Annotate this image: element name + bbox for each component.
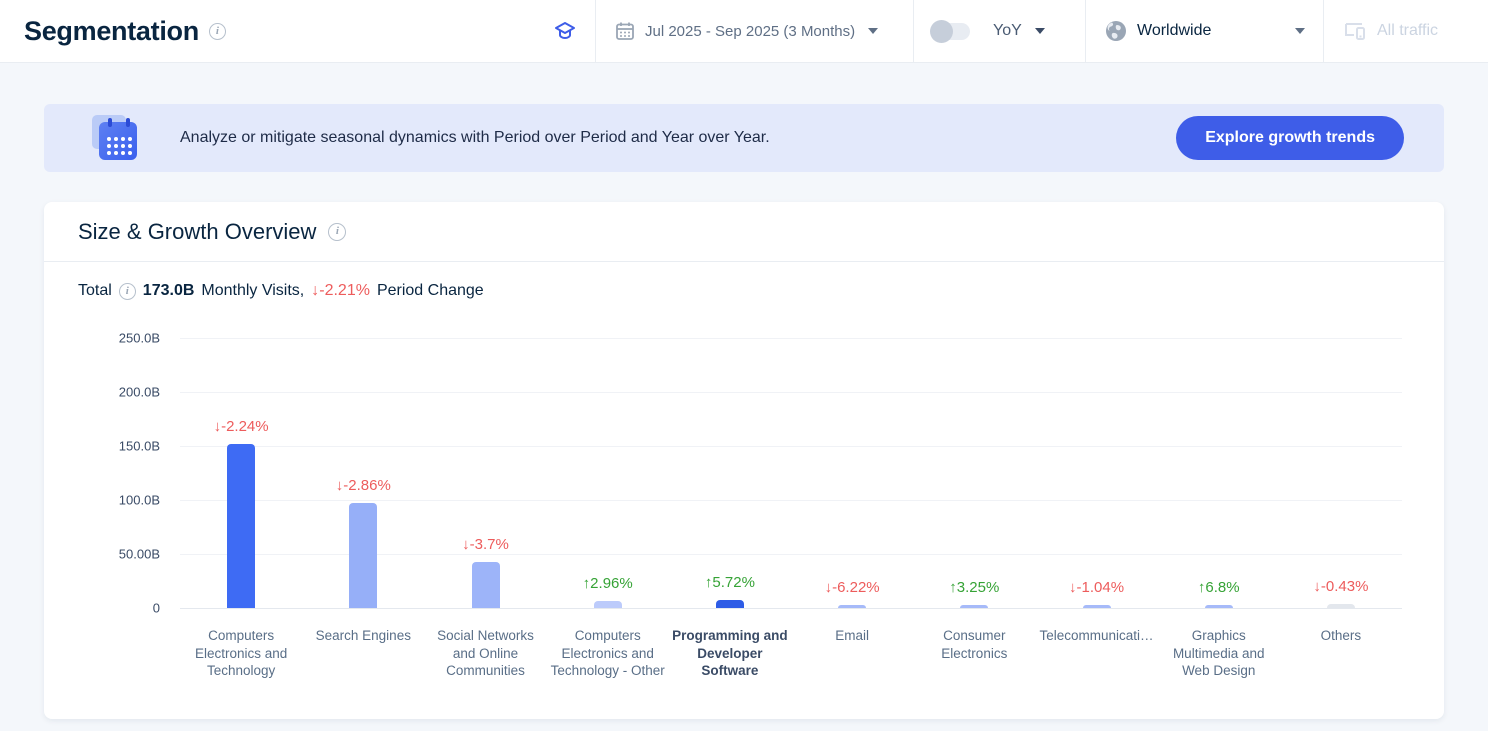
chart-column: ↓-2.86% Search Engines: [302, 338, 424, 643]
chevron-down-icon[interactable]: [1034, 28, 1045, 34]
growth-trends-banner: Analyze or mitigate seasonal dynamics wi…: [44, 104, 1444, 172]
x-axis-label[interactable]: Programming and Developer Software: [672, 628, 788, 678]
size-growth-bar-chart: 250.0B 200.0B 150.0B 100.0B 50.00B 0 ↓-2.24% C…: [78, 312, 1402, 692]
traffic-selector: All traffic: [1323, 0, 1488, 63]
title-info-icon[interactable]: i: [208, 22, 226, 40]
change-label: ↓-1.04%: [1069, 579, 1125, 596]
calendar-icon: [614, 20, 636, 42]
size-growth-card: Size & Growth Overview i Total i 173.0B …: [44, 202, 1444, 719]
bar-1[interactable]: [227, 444, 256, 608]
globe-icon: [1104, 19, 1128, 43]
y-tick-label: 50.00B: [118, 546, 160, 562]
plot-area: ↓-2.24% Computers Electronics and Technol…: [180, 338, 1402, 678]
y-tick-label: 0: [152, 600, 160, 616]
x-axis-label[interactable]: Computers Electronics and Technology - O…: [550, 628, 665, 678]
toggle-knob: [930, 19, 953, 43]
total-label: Total: [78, 282, 112, 299]
x-axis-label[interactable]: Social Networks and Online Communities: [437, 628, 534, 678]
gridline: [180, 446, 1402, 447]
chart-column: ↑3.25% Consumer Electronics: [913, 338, 1035, 661]
chart-column: ↓-0.43% Others: [1280, 338, 1402, 643]
title-wrap: Segmentation i: [0, 16, 226, 47]
y-tick-label: 150.0B: [118, 438, 160, 454]
chart-column: ↓-3.7% Social Networks and Online Communi…: [424, 338, 546, 678]
card-title: Size & Growth Overview: [78, 218, 317, 244]
chart-column: ↑2.96% Computers Electronics and Technolo…: [547, 338, 669, 678]
x-axis-label[interactable]: Email: [835, 628, 869, 643]
chevron-down-icon: [1295, 28, 1305, 34]
total-value: 173.0B: [142, 282, 195, 299]
date-range-picker[interactable]: Jul 2025 - Sep 2025 (3 Months): [595, 0, 913, 63]
gridline: [180, 608, 1402, 609]
y-tick-label: 100.0B: [118, 492, 160, 508]
bar-columns: ↓-2.24% Computers Electronics and Technol…: [180, 338, 1402, 678]
change-label: ↓-6.22%: [824, 579, 880, 596]
change-label: ↑3.25%: [949, 579, 1000, 596]
traffic-value: All traffic: [1377, 22, 1439, 39]
total-change-suffix: Period Change: [376, 282, 484, 299]
y-tick-label: 200.0B: [118, 384, 160, 400]
bar-8[interactable]: [1082, 605, 1111, 608]
card-info-icon[interactable]: i: [328, 222, 347, 241]
change-label: ↓-2.86%: [335, 477, 391, 494]
change-label: ↑5.72%: [704, 574, 755, 591]
devices-icon: [1342, 18, 1368, 44]
x-axis-label[interactable]: Search Engines: [315, 628, 411, 643]
chart-column: ↓-6.22% Email: [791, 338, 913, 643]
bar-10[interactable]: [1326, 604, 1355, 608]
x-axis-label[interactable]: Others: [1320, 628, 1362, 643]
chart-column: ↓-2.24% Computers Electronics and Technol…: [180, 338, 302, 678]
gridline: [180, 554, 1402, 555]
card-header: Size & Growth Overview i: [44, 202, 1444, 262]
bar-6[interactable]: [838, 605, 867, 608]
y-tick-label: 250.0B: [118, 330, 160, 346]
x-axis-label[interactable]: Telecommunicati…: [1039, 628, 1154, 643]
geo-selector[interactable]: Worldwide: [1085, 0, 1323, 63]
calendar-illustration-icon: [92, 115, 138, 161]
geo-value: Worldwide: [1137, 22, 1212, 39]
y-axis: 250.0B 200.0B 150.0B 100.0B 50.00B 0: [78, 331, 170, 616]
chart-column: ↑6.8% Graphics Multimedia and Web Design: [1158, 338, 1280, 678]
top-header: Segmentation i: [0, 0, 1488, 63]
bar-3[interactable]: [471, 562, 500, 608]
x-axis-label[interactable]: Computers Electronics and Technology: [194, 628, 288, 678]
chevron-down-icon: [868, 28, 879, 34]
change-label: ↑6.8%: [1197, 579, 1240, 596]
chart-column: ↑5.72% Programming and Developer Software: [669, 338, 791, 678]
yoy-toggle[interactable]: [930, 19, 970, 43]
x-axis-label[interactable]: Consumer Electronics: [941, 628, 1008, 661]
bar-4[interactable]: [593, 601, 622, 608]
x-axis-label[interactable]: Graphics Multimedia and Web Design: [1172, 628, 1265, 678]
change-label: ↑2.96%: [582, 575, 633, 592]
total-suffix: Monthly Visits,: [201, 282, 305, 299]
comparison-label[interactable]: YoY: [993, 22, 1022, 39]
explore-growth-trends-button[interactable]: Explore growth trends: [1176, 116, 1404, 160]
bar-5[interactable]: [715, 600, 744, 608]
page-title: Segmentation: [24, 15, 199, 46]
learn-section: [535, 0, 595, 63]
comparison-section: YoY: [913, 0, 1085, 63]
total-row: Total i 173.0B Monthly Visits, ↓-2.21% P…: [44, 262, 1444, 300]
bar-2[interactable]: [349, 503, 378, 608]
chart-column: ↓-1.04% Telecommunicati…: [1035, 338, 1157, 643]
date-range-value: Jul 2025 - Sep 2025 (3 Months): [645, 22, 856, 40]
banner-message: Analyze or mitigate seasonal dynamics wi…: [180, 129, 770, 146]
gridline: [180, 338, 1402, 339]
total-change: ↓-2.21%: [311, 282, 370, 299]
gridline: [180, 500, 1402, 501]
bar-9[interactable]: [1204, 605, 1233, 608]
total-info-icon[interactable]: i: [118, 282, 136, 300]
change-label: ↓-3.7%: [462, 536, 509, 553]
bar-7[interactable]: [960, 605, 989, 608]
graduation-cap-icon[interactable]: [553, 19, 577, 43]
change-label: ↓-2.24%: [213, 418, 269, 435]
gridline: [180, 392, 1402, 393]
change-label: ↓-0.43%: [1313, 578, 1369, 595]
